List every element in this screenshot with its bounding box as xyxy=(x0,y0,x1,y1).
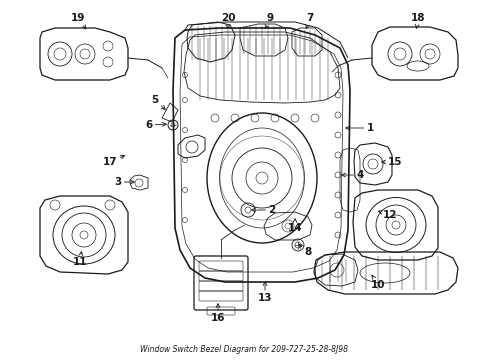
Text: 12: 12 xyxy=(378,210,396,220)
Text: 14: 14 xyxy=(287,219,302,233)
Text: 20: 20 xyxy=(220,13,235,28)
Text: 17: 17 xyxy=(102,155,124,167)
Text: 5: 5 xyxy=(151,95,165,109)
Text: Window Switch Bezel Diagram for 209-727-25-28-8J98: Window Switch Bezel Diagram for 209-727-… xyxy=(140,346,348,355)
Text: 16: 16 xyxy=(210,304,225,323)
Text: 18: 18 xyxy=(410,13,425,28)
Text: 8: 8 xyxy=(298,244,311,257)
Text: 1: 1 xyxy=(345,123,373,133)
Text: 7: 7 xyxy=(305,13,313,28)
Text: 3: 3 xyxy=(114,177,134,187)
Text: 13: 13 xyxy=(257,282,272,303)
Text: 15: 15 xyxy=(381,157,402,167)
Text: 9: 9 xyxy=(264,13,273,28)
Text: 4: 4 xyxy=(341,170,363,180)
Text: 19: 19 xyxy=(71,13,86,29)
Text: 11: 11 xyxy=(73,252,87,267)
Text: 6: 6 xyxy=(145,120,166,130)
Text: 10: 10 xyxy=(370,275,385,290)
Text: 2: 2 xyxy=(251,205,275,215)
